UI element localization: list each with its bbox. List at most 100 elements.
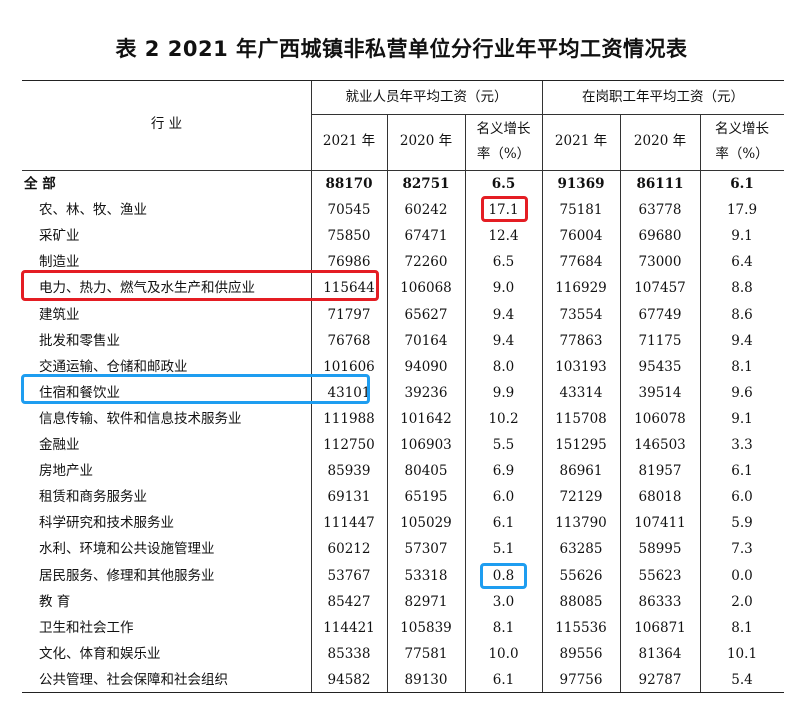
cell-a2020: 60242 [404, 202, 448, 219]
table-row: 教 育 85427 82971 3.0 88085 86333 2.0 [22, 594, 784, 614]
cell-a2021: 71797 [327, 306, 371, 323]
cell-a-growth: 6.1 [492, 515, 515, 532]
table-row: 制造业 76986 72260 6.5 77684 73000 6.4 [22, 254, 784, 274]
cell-industry: 文化、体育和娱乐业 [39, 645, 161, 662]
cell-b2021: 91369 [557, 176, 605, 192]
col-divider-a2021 [387, 114, 388, 692]
cell-industry: 电力、热力、燃气及水生产和供应业 [39, 280, 255, 297]
cell-b-growth: 5.9 [731, 515, 753, 532]
cell-a2020: 101642 [400, 410, 452, 427]
col-divider-group [542, 81, 543, 692]
cell-industry: 采矿业 [39, 228, 80, 245]
header-group-divider [311, 114, 784, 115]
cell-b2020: 107457 [634, 280, 686, 297]
header-b-growth-line1: 名义增长 [715, 121, 769, 137]
cell-b-growth: 10.1 [726, 645, 758, 662]
cell-b2021: 77863 [559, 332, 603, 349]
col-divider-industry [311, 81, 312, 692]
cell-b2020: 73000 [638, 254, 682, 271]
cell-b2020: 86111 [636, 176, 684, 192]
cell-a-growth: 6.9 [492, 463, 515, 480]
header-a-growth-line2: 率（%） [476, 146, 531, 162]
cell-b-growth: 2.0 [731, 593, 753, 610]
highlight-box-growth-agriculture [481, 196, 528, 222]
cell-b2020: 86333 [638, 593, 682, 610]
cell-a2021: 111447 [323, 515, 375, 532]
cell-a-growth: 8.1 [492, 619, 515, 636]
cell-a2020: 77581 [404, 645, 448, 662]
header-industry: 行 业 [150, 116, 183, 132]
cell-b-growth: 9.1 [731, 228, 753, 245]
highlight-box-row-accommodation [21, 374, 370, 404]
cell-b2020: 146503 [634, 437, 686, 453]
cell-b-growth: 9.6 [731, 384, 753, 401]
cell-b2020: 55623 [638, 567, 682, 584]
cell-b2020: 106871 [634, 619, 686, 636]
table-row: 住宿和餐饮业 43101 39236 9.9 43314 39514 9.6 [22, 385, 784, 405]
cell-b2020: 71175 [638, 332, 682, 349]
cell-industry: 教 育 [39, 593, 71, 610]
cell-a2021: 76986 [327, 254, 371, 271]
cell-a2021: 114421 [323, 619, 375, 636]
cell-a-growth: 10.0 [488, 645, 519, 662]
cell-b2021: 55626 [559, 567, 603, 584]
table-row: 卫生和社会工作 114421 105839 8.1 115536 106871 8.1 [22, 620, 784, 640]
cell-b2021: 151295 [555, 437, 607, 453]
table-row: 居民服务、修理和其他服务业 53767 53318 0.8 55626 55623 0.0 [22, 568, 784, 588]
table-row: 电力、热力、燃气及水生产和供应业 115644 106068 9.0 116929 107… [22, 280, 784, 300]
table-row: 水利、环境和公共设施管理业 60212 57307 5.1 63285 58995 7.3 [22, 541, 784, 561]
cell-a2021: 85338 [327, 645, 371, 662]
cell-a-growth: 6.1 [492, 671, 515, 688]
cell-b2020: 39514 [638, 384, 682, 401]
cell-b2021: 97756 [559, 671, 603, 688]
cell-industry: 公共管理、社会保障和社会组织 [39, 671, 228, 688]
cell-a2021: 43101 [327, 384, 371, 401]
cell-a2020: 65627 [404, 306, 448, 323]
cell-industry: 全 部 [24, 176, 56, 192]
cell-b2021: 75181 [559, 202, 603, 219]
cell-a2020: 82971 [404, 593, 448, 610]
cell-b2021: 115708 [555, 410, 607, 427]
table-row: 租赁和商务服务业 69131 65195 6.0 72129 68018 6.0 [22, 489, 784, 509]
cell-a2021: 60212 [327, 541, 371, 558]
cell-a2020: 39236 [404, 384, 448, 401]
cell-a2020: 65195 [404, 489, 448, 506]
cell-a2020: 80405 [404, 463, 448, 480]
col-divider-a2020 [465, 114, 466, 692]
cell-b2021: 43314 [559, 384, 603, 401]
cell-b-growth: 0.0 [731, 567, 753, 584]
cell-b-growth: 6.1 [730, 176, 754, 192]
cell-a2020: 105029 [400, 515, 452, 532]
cell-a-growth: 12.4 [488, 228, 519, 245]
cell-a2020: 67471 [404, 228, 448, 245]
cell-b-growth: 9.1 [731, 410, 753, 427]
cell-b2021: 89556 [559, 645, 603, 662]
cell-industry: 卫生和社会工作 [39, 619, 134, 636]
cell-b-growth: 6.4 [731, 254, 753, 271]
cell-b-growth: 8.8 [731, 280, 753, 297]
cell-a2021: 76768 [327, 332, 371, 349]
cell-a2020: 89130 [404, 671, 448, 688]
cell-a2020: 70164 [404, 332, 448, 349]
cell-b2021: 113790 [555, 515, 607, 532]
cell-b2020: 95435 [638, 358, 682, 375]
cell-a2021: 85427 [327, 593, 371, 610]
header-a-2021: 2021 年 [322, 133, 376, 149]
cell-b2020: 106078 [634, 410, 686, 427]
cell-a2021: 101606 [323, 358, 375, 375]
table-row: 批发和零售业 76768 70164 9.4 77863 71175 9.4 [22, 333, 784, 353]
header-group-onpost: 在岗职工年平均工资（元） [582, 89, 744, 105]
cell-b2021: 115536 [555, 619, 607, 636]
cell-a2020: 82751 [402, 176, 450, 192]
cell-industry: 房地产业 [39, 463, 93, 480]
table-row: 文化、体育和娱乐业 85338 77581 10.0 89556 81364 10.1 [22, 646, 784, 666]
table-title: 表 2 2021 年广西城镇非私营单位分行业年平均工资情况表 [115, 37, 688, 61]
cell-a-growth: 17.1 [488, 202, 519, 219]
cell-a2021: 112750 [323, 437, 375, 453]
cell-a-growth: 9.9 [492, 384, 515, 401]
table-row: 金融业 112750 106903 5.5 151295 146503 3.3 [22, 437, 784, 457]
cell-b-growth: 8.1 [731, 619, 753, 636]
col-divider-b2021 [620, 114, 621, 692]
header-group-employed: 就业人员年平均工资（元） [345, 89, 508, 105]
cell-a-growth: 10.2 [488, 410, 519, 427]
